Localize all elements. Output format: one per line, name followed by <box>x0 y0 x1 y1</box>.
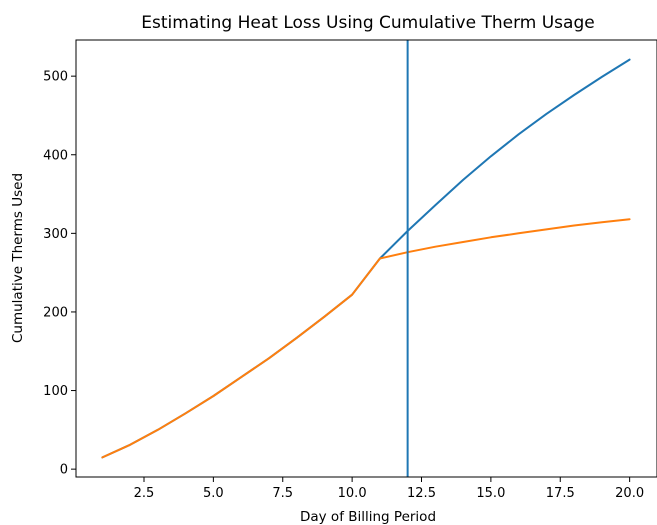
x-tick-label: 10.0 <box>338 486 367 501</box>
x-tick-label: 7.5 <box>272 486 293 501</box>
y-tick-label: 400 <box>43 148 68 163</box>
y-tick-label: 100 <box>43 384 68 399</box>
x-tick-label: 15.0 <box>476 486 505 501</box>
x-tick-label: 2.5 <box>134 486 155 501</box>
y-tick-label: 300 <box>43 227 68 242</box>
x-axis: 2.5 5.0 7.5 10.0 12.5 15.0 17.5 20.0 <box>134 477 644 501</box>
y-axis-label: Cumulative Therms Used <box>10 173 26 343</box>
x-tick-label: 20.0 <box>615 486 644 501</box>
y-tick-label: 500 <box>43 70 68 85</box>
x-tick-label: 5.0 <box>203 486 224 501</box>
x-tick-label: 17.5 <box>546 486 575 501</box>
series-line-2 <box>101 218 631 459</box>
y-axis: 0 100 200 300 400 500 <box>43 70 76 478</box>
x-axis-label: Day of Billing Period <box>300 509 436 525</box>
x-tick-label: 12.5 <box>407 486 436 501</box>
chart-title: Estimating Heat Loss Using Cumulative Th… <box>141 13 594 33</box>
series-line-1 <box>101 58 631 459</box>
plot-frame <box>75 39 657 478</box>
y-tick-label: 0 <box>60 463 68 478</box>
plot-area <box>101 40 631 477</box>
y-tick-label: 200 <box>43 305 68 320</box>
